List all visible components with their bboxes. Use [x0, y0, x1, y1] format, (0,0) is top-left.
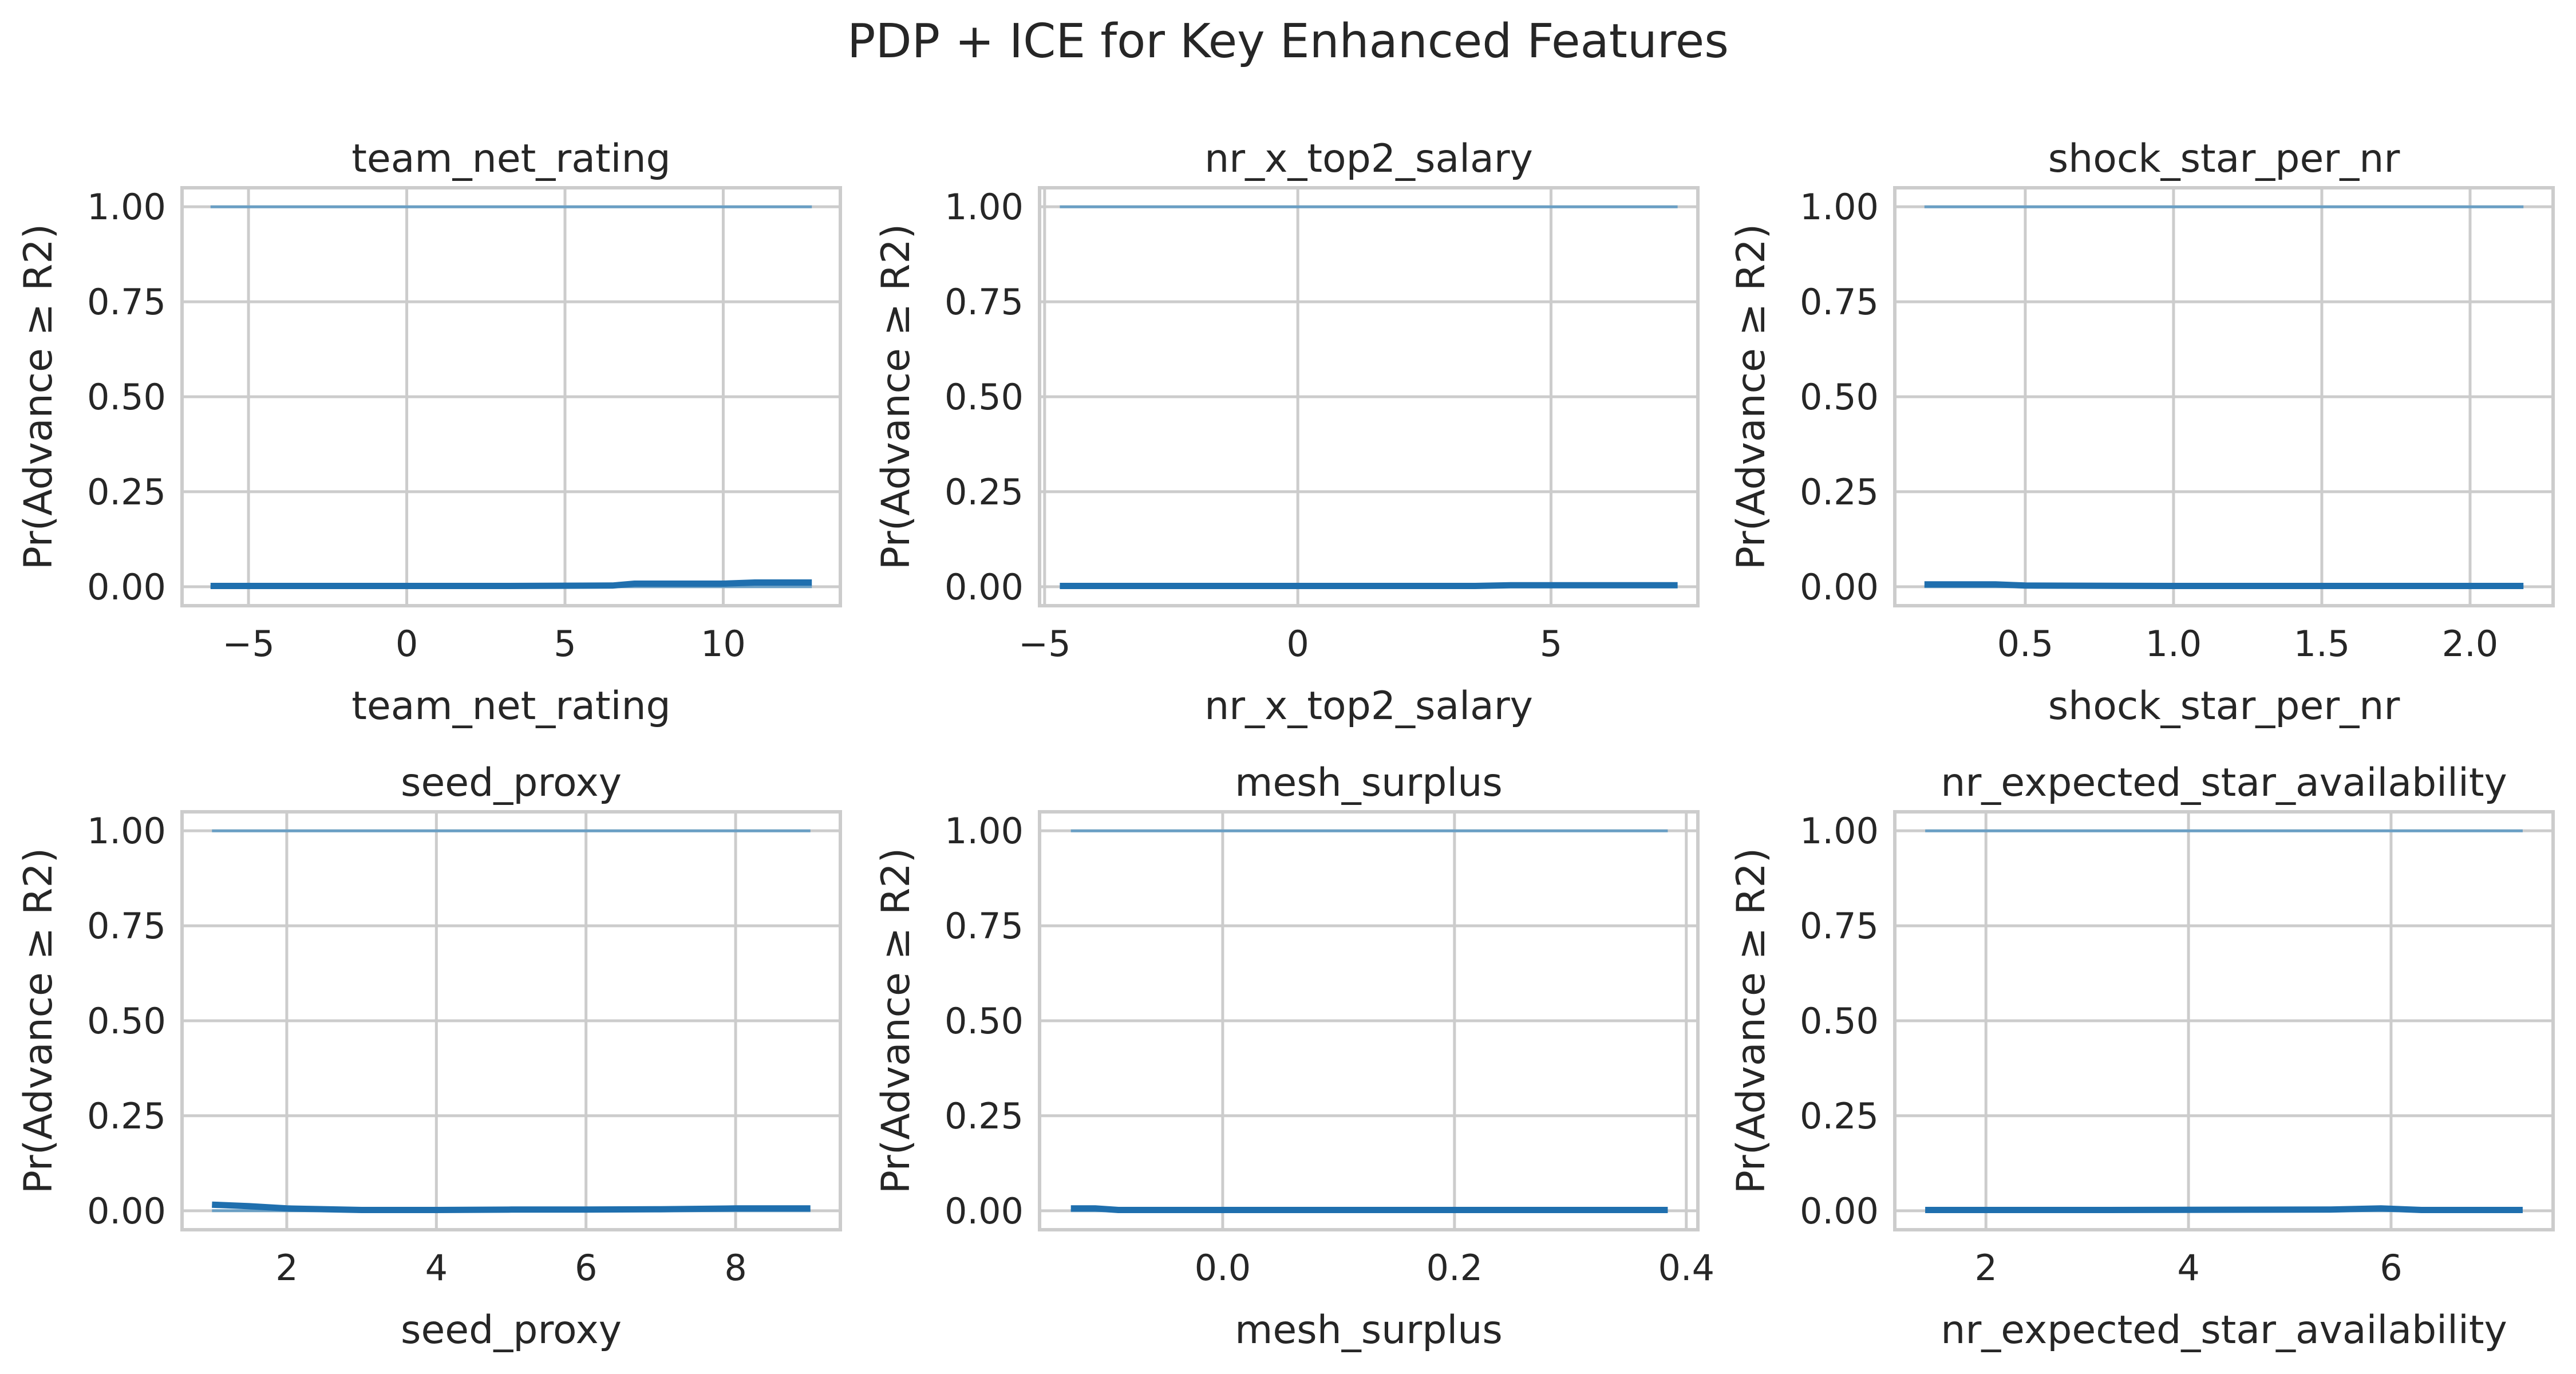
subplot-title: seed_proxy	[401, 760, 622, 806]
x-tick-label: 0	[396, 623, 418, 665]
y-tick-label: 0.75	[1800, 281, 1879, 323]
y-tick-label: 0.25	[1800, 1095, 1879, 1137]
y-tick-label: 1.00	[87, 810, 166, 852]
x-axis-label: mesh_surplus	[1235, 1308, 1503, 1353]
y-tick-label: 0.25	[945, 1095, 1024, 1137]
subplot-title: shock_star_per_nr	[2048, 136, 2400, 181]
y-axis-label: Pr(Advance ≥ R2)	[1729, 224, 1774, 570]
y-axis-label: Pr(Advance ≥ R2)	[16, 848, 61, 1194]
axes-frame	[1038, 810, 1700, 1231]
x-tick-label: 0	[1286, 623, 1309, 665]
y-tick-label: 0.50	[87, 376, 166, 418]
pdp-average-line	[1070, 1205, 1668, 1213]
axes-frame	[1038, 186, 1700, 607]
y-tick-label: 0.25	[1800, 471, 1879, 513]
x-tick-label: 5	[1540, 623, 1562, 665]
y-tick-label: 0.00	[1800, 566, 1879, 608]
x-axis-label: shock_star_per_nr	[2048, 684, 2400, 729]
x-tick-label: 0.0	[1195, 1247, 1251, 1289]
y-tick-label: 0.50	[945, 376, 1024, 418]
y-tick-label: 0.00	[1800, 1190, 1879, 1232]
subplot-title: mesh_surplus	[1235, 760, 1503, 806]
y-tick-label: 0.00	[945, 1190, 1024, 1232]
x-tick-label: 4	[425, 1247, 448, 1289]
y-axis-label: Pr(Advance ≥ R2)	[874, 848, 919, 1194]
y-axis-label: Pr(Advance ≥ R2)	[1729, 848, 1774, 1194]
y-tick-label: 0.75	[87, 281, 166, 323]
subplot-panel: 0.00 0.25 0.50 0.75 1.00 2 4 6 8 seed_proxy seed_p…	[16, 760, 842, 1353]
y-axis-label: Pr(Advance ≥ R2)	[16, 224, 61, 570]
subplot-panel: 0.000.250.500.751.00−5 0 5nr_x_top2_salary…	[874, 136, 1700, 729]
subplot-panel: 0.00 0.25 0.50 0.75 1.00 −5 0 5 10 team_net_ratin…	[16, 136, 842, 729]
y-tick-label: 0.25	[87, 471, 166, 513]
x-tick-label: 0.2	[1427, 1247, 1483, 1289]
subplot-grid: 0.000.250.500.751.00−5 0 5 10team_net_ratin…	[16, 136, 2555, 1353]
y-tick-label: 0.75	[1800, 905, 1879, 947]
pdp-average-line	[212, 1201, 811, 1213]
y-tick-label: 0.50	[87, 1000, 166, 1042]
x-axis-label: nr_x_top2_salary	[1204, 684, 1533, 729]
x-axis-label: seed_proxy	[401, 1308, 622, 1353]
subplot-panel: 0.00 0.25 0.50 0.75 1.00 0.5 1.0 1.5 2.0 shock_st…	[1729, 136, 2555, 729]
y-axis-label: Pr(Advance ≥ R2)	[874, 224, 919, 570]
x-axis-label: nr_expected_star_availability	[1941, 1308, 2507, 1353]
x-tick-label: 1.0	[2146, 623, 2202, 665]
y-tick-label: 1.00	[945, 186, 1024, 228]
y-tick-label: 0.50	[945, 1000, 1024, 1042]
y-tick-label: 0.00	[87, 1190, 166, 1232]
y-tick-label: 0.25	[87, 1095, 166, 1137]
axes-frame	[1893, 186, 2555, 607]
axes-frame	[180, 810, 842, 1231]
y-tick-label: 1.00	[87, 186, 166, 228]
pdp-average-line	[1925, 1205, 2523, 1213]
subplot-title: team_net_rating	[351, 136, 670, 181]
x-tick-label: 6	[2380, 1247, 2402, 1289]
x-tick-label: 6	[575, 1247, 597, 1289]
axes-frame	[1893, 810, 2555, 1231]
y-tick-label: 1.00	[1800, 186, 1879, 228]
x-tick-label: −5	[1018, 623, 1070, 665]
figure-suptitle: PDP + ICE for Key Enhanced Features	[847, 14, 1729, 69]
y-tick-label: 0.50	[1800, 376, 1879, 418]
x-tick-label: 1.5	[2294, 623, 2350, 665]
x-tick-label: 0.5	[1997, 623, 2054, 665]
subplot-panel: 0.00 0.25 0.50 0.75 1.00 2 4 6 nr_expected_star_…	[1729, 760, 2555, 1353]
subplot-title: nr_x_top2_salary	[1204, 136, 1533, 181]
axes-frame	[180, 186, 842, 607]
x-tick-label: 2	[275, 1247, 298, 1289]
y-tick-label: 0.75	[87, 905, 166, 947]
subplot-title: nr_expected_star_availability	[1941, 760, 2507, 806]
x-tick-label: 4	[2177, 1247, 2199, 1289]
x-tick-label: 2	[1975, 1247, 1997, 1289]
pdp-average-line	[1060, 582, 1678, 589]
x-tick-label: 10	[701, 623, 746, 665]
y-tick-label: 0.00	[945, 566, 1024, 608]
pdp-average-line	[210, 579, 812, 589]
x-tick-label: 5	[554, 623, 576, 665]
y-tick-label: 0.75	[945, 281, 1024, 323]
y-tick-label: 0.00	[87, 566, 166, 608]
y-tick-label: 1.00	[945, 810, 1024, 852]
y-tick-label: 0.75	[945, 905, 1024, 947]
subplot-panel: 0.00 0.25 0.50 0.75 1.00 0.0 0.2 0.4 mesh_surplu…	[874, 760, 1714, 1353]
y-tick-label: 0.50	[1800, 1000, 1879, 1042]
x-tick-label: 8	[724, 1247, 746, 1289]
pdp-average-line	[1924, 581, 2524, 589]
x-tick-label: 0.4	[1658, 1247, 1714, 1289]
x-axis-label: team_net_rating	[351, 684, 670, 729]
x-tick-label: −5	[222, 623, 274, 665]
x-tick-label: 2.0	[2442, 623, 2499, 665]
y-tick-label: 0.25	[945, 471, 1024, 513]
y-tick-label: 1.00	[1800, 810, 1879, 852]
